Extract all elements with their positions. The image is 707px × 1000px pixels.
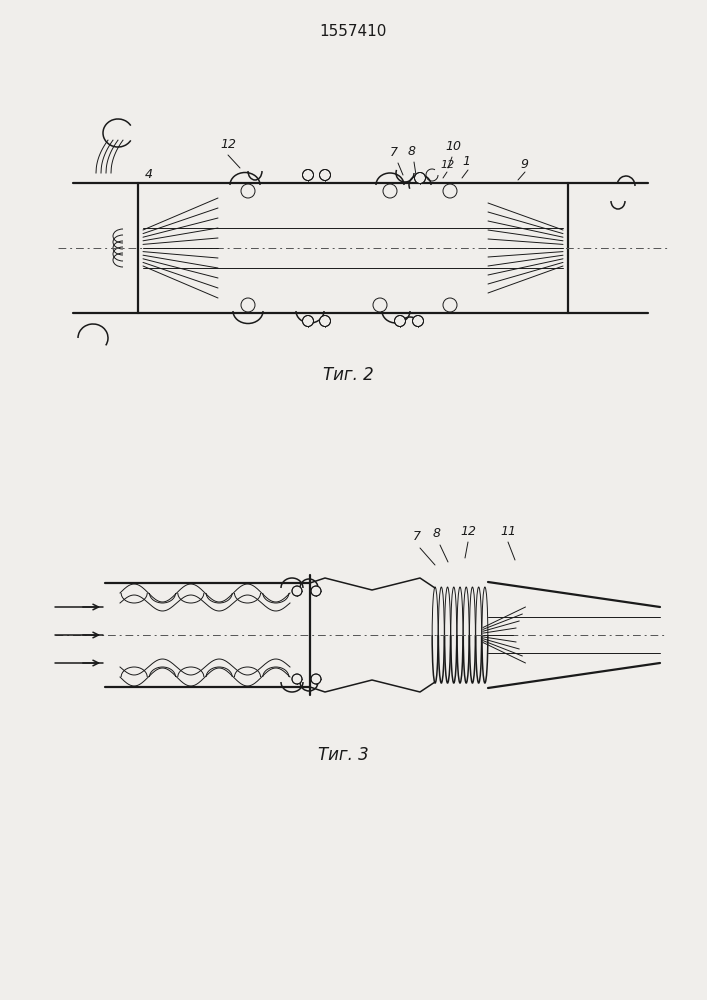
Text: Τиг. 2: Τиг. 2	[322, 366, 373, 384]
Text: 8: 8	[433, 527, 441, 540]
Circle shape	[320, 169, 330, 180]
Circle shape	[414, 172, 426, 184]
Circle shape	[303, 169, 313, 180]
Text: 4: 4	[145, 168, 153, 181]
Text: 1557410: 1557410	[320, 24, 387, 39]
Circle shape	[292, 586, 302, 596]
Circle shape	[412, 316, 423, 326]
Text: 9: 9	[520, 158, 528, 171]
Circle shape	[292, 674, 302, 684]
Text: 1: 1	[462, 155, 470, 168]
Text: 12: 12	[440, 160, 455, 170]
Text: 8: 8	[408, 145, 416, 158]
Circle shape	[311, 674, 321, 684]
Text: 10: 10	[445, 140, 461, 153]
Text: Τиг. 3: Τиг. 3	[317, 746, 368, 764]
Text: 12: 12	[460, 525, 476, 538]
Circle shape	[311, 586, 321, 596]
Circle shape	[320, 316, 330, 326]
Circle shape	[395, 316, 406, 326]
Text: 7: 7	[390, 146, 398, 159]
Text: 12: 12	[220, 138, 236, 151]
Text: 7: 7	[413, 530, 421, 543]
Text: 11: 11	[500, 525, 516, 538]
Circle shape	[303, 316, 313, 326]
